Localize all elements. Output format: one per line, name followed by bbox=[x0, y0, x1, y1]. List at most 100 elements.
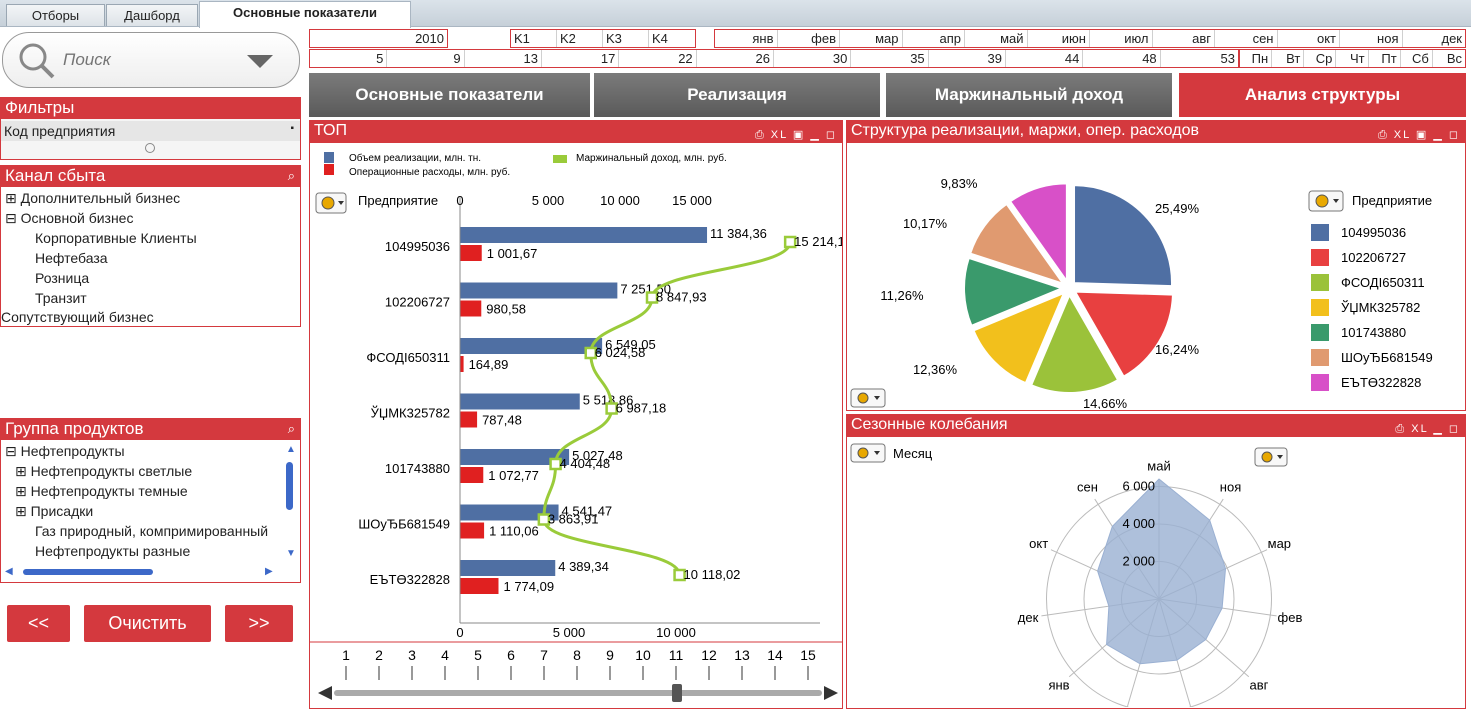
cycle-icon[interactable] bbox=[315, 192, 347, 214]
slider-tick-label: 2 bbox=[375, 647, 383, 663]
prev-button[interactable]: << bbox=[7, 605, 70, 642]
quarter-cell[interactable]: K1 bbox=[511, 30, 557, 47]
month-cell[interactable]: апр bbox=[903, 30, 965, 47]
clear-button[interactable]: Очистить bbox=[84, 605, 211, 642]
week-cell[interactable]: 17 bbox=[542, 50, 620, 67]
list-item[interactable]: Сопутствующий бизнес bbox=[1, 309, 154, 325]
next-button[interactable]: >> bbox=[225, 605, 293, 642]
panel-toolbar-icons[interactable]: ⎙ XL ▣ ▁ ◻ bbox=[754, 129, 837, 141]
scroll-thumb[interactable] bbox=[23, 569, 153, 575]
month-cell[interactable]: май bbox=[965, 30, 1028, 47]
cycle-icon[interactable] bbox=[1308, 190, 1344, 212]
month-cell[interactable]: фев bbox=[778, 30, 840, 47]
chevron-down-icon[interactable] bbox=[247, 55, 273, 69]
week-cell[interactable]: 9 bbox=[387, 50, 465, 67]
filter-dropdown[interactable]: Код предприятия ▪ bbox=[1, 121, 300, 141]
day-cell[interactable]: Вс bbox=[1446, 51, 1462, 66]
quarter-cell[interactable]: K2 bbox=[557, 30, 603, 47]
list-item[interactable]: Корпоративные Клиенты bbox=[35, 230, 197, 246]
data-label-margin: 10 118,02 bbox=[684, 567, 741, 582]
radar-category-label: окт bbox=[1029, 536, 1048, 551]
slider-left-arrow-icon[interactable] bbox=[318, 686, 332, 700]
cycle-icon[interactable] bbox=[1254, 447, 1288, 467]
month-cell[interactable]: мар bbox=[840, 30, 903, 47]
week-cell[interactable]: 5 bbox=[310, 50, 388, 67]
list-item[interactable]: ⊞ Нефтепродукты темные bbox=[15, 483, 188, 499]
list-item[interactable]: ⊞ Нефтепродукты светлые bbox=[15, 463, 193, 479]
slider-track[interactable] bbox=[334, 690, 822, 696]
month-cell[interactable]: сен bbox=[1215, 30, 1278, 47]
week-cell[interactable]: 22 bbox=[619, 50, 697, 67]
week-cell[interactable]: 48 bbox=[1083, 50, 1161, 67]
legend-swatch bbox=[1311, 299, 1329, 316]
month-cell[interactable]: июл bbox=[1090, 30, 1153, 47]
scroll-thumb[interactable] bbox=[286, 462, 293, 510]
panel-toolbar-icons[interactable]: ⎙ XL ▣ ▁ ◻ bbox=[1377, 129, 1460, 141]
week-cell[interactable]: 26 bbox=[697, 50, 774, 67]
week-cell[interactable]: 44 bbox=[1006, 50, 1084, 67]
day-cell[interactable]: Пн bbox=[1240, 50, 1273, 67]
nav-sales-button[interactable]: Реализация bbox=[594, 73, 880, 117]
month-cell[interactable]: янв bbox=[715, 30, 778, 47]
list-item[interactable]: Розница bbox=[35, 270, 90, 286]
scroll-left-icon[interactable]: ◀ bbox=[5, 566, 13, 577]
scroll-down-icon[interactable]: ▼ bbox=[286, 548, 296, 559]
week-cell[interactable]: 30 bbox=[774, 50, 852, 67]
scroll-right-icon[interactable]: ▶ bbox=[265, 566, 273, 577]
quarter-cell[interactable]: K3 bbox=[603, 30, 649, 47]
week-cell[interactable]: 35 bbox=[851, 50, 929, 67]
day-cell[interactable]: Вт bbox=[1272, 50, 1305, 67]
horizontal-scrollbar[interactable]: ◀ ▶ bbox=[5, 566, 279, 578]
radio-icon[interactable] bbox=[145, 143, 155, 153]
tab-dashboard[interactable]: Дашборд bbox=[106, 4, 198, 26]
tab-selections[interactable]: Отборы bbox=[6, 4, 105, 26]
slider-right-arrow-icon[interactable] bbox=[824, 686, 838, 700]
nav-structure-button[interactable]: Анализ структуры bbox=[1179, 73, 1466, 117]
list-item[interactable]: Нефтебаза bbox=[35, 250, 108, 266]
day-cell[interactable]: Сб bbox=[1401, 50, 1433, 67]
radar-category-label: сен bbox=[1077, 480, 1098, 495]
top-n-slider[interactable]: 1 2 3 4 5 6 7 8 9 10 11 12 13 14 15 bbox=[318, 647, 838, 702]
data-label-volume: 4 541,47 bbox=[562, 504, 613, 519]
nav-main-indicators-button[interactable]: Основные показатели bbox=[309, 73, 590, 117]
month-cell[interactable]: ноя bbox=[1340, 30, 1403, 47]
list-item[interactable]: ⊟ Основной бизнес bbox=[5, 210, 134, 226]
list-item[interactable]: ⊞ Дополнительный бизнес bbox=[5, 190, 181, 206]
panel-toolbar-icons[interactable]: ⎙ XL ▁ ◻ bbox=[1395, 423, 1460, 435]
week-cell[interactable]: 53 bbox=[1220, 51, 1235, 66]
day-cell[interactable]: Пт bbox=[1369, 50, 1401, 67]
week-cell[interactable]: 39 bbox=[929, 50, 1006, 67]
tab-bar: Отборы Дашборд Основные показатели bbox=[0, 0, 1471, 28]
list-item[interactable]: Нефтепродукты разные bbox=[35, 543, 191, 559]
day-cell[interactable]: Чт bbox=[1336, 50, 1369, 67]
month-cell[interactable]: июн bbox=[1028, 30, 1090, 47]
day-cell[interactable]: Ср bbox=[1304, 50, 1337, 67]
scroll-up-icon[interactable]: ▲ bbox=[286, 444, 296, 455]
search-input[interactable] bbox=[61, 47, 225, 73]
search-icon[interactable]: ⌕ bbox=[287, 421, 295, 436]
cycle-icon[interactable] bbox=[850, 388, 886, 408]
slider-thumb[interactable] bbox=[672, 684, 682, 702]
quarter-cell[interactable]: K4 bbox=[652, 31, 668, 46]
search-box[interactable] bbox=[2, 32, 300, 88]
tab-main-indicators[interactable]: Основные показатели bbox=[199, 1, 411, 28]
data-label-opex: 164,89 bbox=[469, 357, 509, 372]
month-cell[interactable]: дек bbox=[1441, 31, 1462, 46]
data-label-opex: 980,58 bbox=[486, 302, 526, 317]
month-cell[interactable]: окт bbox=[1278, 30, 1340, 47]
list-item[interactable]: ⊟ Нефтепродукты bbox=[5, 443, 125, 459]
search-icon[interactable]: ⌕ bbox=[287, 168, 295, 183]
pie-slice bbox=[1029, 292, 1120, 394]
data-label-margin: 8 847,93 bbox=[656, 290, 707, 305]
list-item[interactable]: Газ природный, компримированный bbox=[35, 523, 269, 539]
list-item[interactable]: Транзит bbox=[35, 290, 87, 306]
nav-margin-button[interactable]: Маржинальный доход bbox=[886, 73, 1172, 117]
vertical-scrollbar[interactable]: ▲ ▼ bbox=[284, 444, 296, 562]
list-item[interactable]: ⊞ Присадки bbox=[15, 503, 94, 519]
year-cell[interactable]: 2010 bbox=[415, 31, 444, 46]
cycle-icon[interactable] bbox=[850, 443, 886, 463]
filters-panel: Код предприятия ▪ bbox=[0, 119, 301, 160]
bar-opex bbox=[460, 411, 478, 428]
week-cell[interactable]: 13 bbox=[465, 50, 542, 67]
month-cell[interactable]: авг bbox=[1153, 30, 1215, 47]
